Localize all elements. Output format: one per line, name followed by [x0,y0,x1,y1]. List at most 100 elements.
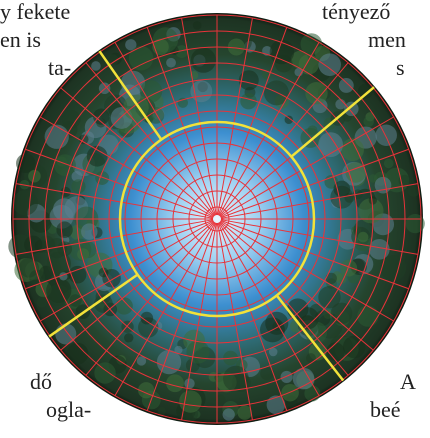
foliage-blob [240,92,257,110]
text-line: tényező [322,0,391,24]
foliage-blob [140,311,154,325]
foliage-blob [305,82,328,105]
text-line: beé [370,397,401,422]
foliage-blob [266,395,286,415]
grid-radial [25,148,214,219]
foliage-blob [333,180,351,198]
foliage-blob [340,259,358,277]
yellow-divider [275,294,345,382]
text-line: dő [30,369,52,394]
foliage-blob [56,221,73,238]
foliage-blob [78,134,89,145]
foliage-blob [190,80,213,103]
grid-radial [85,221,215,376]
foliage-blob [86,145,108,167]
foliage-blob [106,54,119,67]
foliage-blob [157,407,167,416]
foliage-blob [36,296,48,308]
foliage-blob [237,405,252,420]
foliage-blob [139,80,163,103]
foliage-blob [368,238,390,260]
grid-radial [16,183,214,219]
foliage-blob [124,333,134,343]
foliage-blob [128,45,154,71]
foliage-blob [296,307,319,330]
foliage-blob [54,154,76,177]
foliage-blob [184,378,195,389]
foliage-blob [125,39,137,51]
grid-radial [218,42,320,216]
foliage-blob [16,153,36,174]
foliage-blob [77,248,90,261]
foliage-blob [61,109,81,129]
foliage-blob [405,214,425,234]
yellow-divider [290,86,375,158]
foliage-blob [338,78,354,93]
foliage-blob [269,39,295,65]
grid-radial [16,219,214,255]
grid-radial [181,18,217,216]
text-line: ogla- [46,397,92,422]
foliage-blob [166,57,176,68]
foliage-blob [363,116,375,127]
foliage-blob [192,21,202,30]
grid-radial [85,62,215,217]
text-line: A [400,369,416,394]
foliage-blob [407,184,421,197]
grid-radial [217,222,288,411]
foliage-blob [284,115,294,125]
foliage-blob [375,124,397,146]
foliage-blob [383,158,394,169]
grid-radial [60,221,215,351]
foliage-blob [238,70,259,91]
foliage-blob [174,345,183,354]
foliage-blob [380,303,391,313]
grid-radial [40,116,214,218]
grid-radial [181,222,217,420]
grid-radial [217,222,253,420]
foliage-blob [344,101,359,117]
yellow-divider [48,273,139,338]
foliage-blob [227,38,245,56]
text-line: ta- [48,55,72,80]
grid-radial [220,116,394,218]
foliage-blob [47,284,70,307]
foliage-blob [115,297,133,315]
foliage-blob [94,362,116,384]
foliage-blob [166,374,184,393]
foliage-blob [260,366,274,381]
grid-radial [40,220,214,322]
text-line: men [368,27,406,52]
grid-radial [219,62,349,217]
grid-radial [146,222,217,411]
grid-radial [218,222,320,396]
foliage-blob [318,53,341,76]
foliage-blob [12,190,38,216]
foliage-blob [318,132,344,158]
grid-radial [220,219,409,290]
foliage-blob [307,125,318,136]
foliage-blob [175,45,189,58]
foliage-blob [357,305,379,327]
foliage-blob [81,223,98,240]
grid-radial [60,87,215,217]
text-line: s [396,55,405,80]
foliage-blob [91,61,101,71]
foliage-blob [368,196,378,205]
grid-radial [219,221,374,351]
foliage-blob [152,38,169,56]
foliage-blob [264,80,289,106]
yellow-ring [118,120,316,318]
foliage-blob [268,347,278,357]
grid-radial [220,219,418,255]
foliage-blob [357,83,373,99]
foliage-blob [94,294,113,314]
grid-radial [220,220,394,322]
grid-radial [217,27,288,216]
foliage-blob [222,408,235,421]
yellow-divider [98,50,163,141]
text-line: y fekete [0,0,71,24]
grid-radial [220,148,409,219]
foliage-blob [24,235,43,254]
